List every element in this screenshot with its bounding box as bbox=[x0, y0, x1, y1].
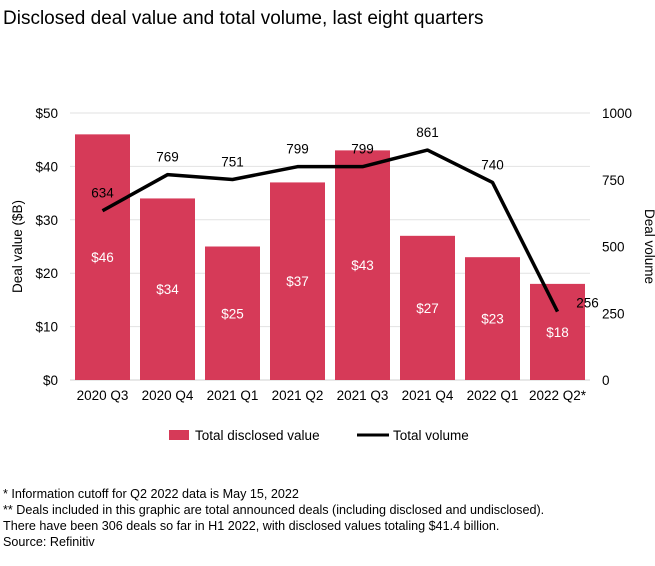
bar bbox=[335, 150, 390, 380]
bar-data-label: $25 bbox=[221, 306, 244, 321]
combo-chart: $0 $10 $20 $30 $40 $50 0 250 500 750 1000 Deal valu… bbox=[10, 106, 655, 443]
bar-data-label: $43 bbox=[351, 258, 374, 273]
bar bbox=[530, 283, 585, 380]
bar bbox=[140, 198, 195, 380]
y-tick-label: $30 bbox=[35, 213, 58, 228]
footnote: There have been 306 deals so far in H1 2… bbox=[3, 519, 500, 533]
y2-tick-label: 0 bbox=[602, 373, 610, 388]
y2-tick-label: 500 bbox=[602, 240, 625, 255]
x-tick-label: 2022 Q2* bbox=[529, 388, 587, 403]
bar bbox=[205, 246, 260, 380]
bar-data-label: $34 bbox=[156, 282, 179, 297]
x-tick-label: 2022 Q1 bbox=[467, 388, 519, 403]
bar bbox=[400, 235, 455, 380]
y-axis-label: Deal value ($B) bbox=[10, 200, 25, 293]
y-tick-label: $0 bbox=[43, 373, 58, 388]
x-tick-label: 2021 Q4 bbox=[402, 388, 454, 403]
footnotes: * Information cutoff for Q2 2022 data is… bbox=[3, 486, 544, 550]
volume-line bbox=[101, 148, 560, 313]
y-tick-label: $10 bbox=[35, 320, 58, 335]
line-data-label: 740 bbox=[481, 157, 504, 172]
bar bbox=[270, 182, 325, 380]
bar-data-label: $46 bbox=[91, 250, 114, 265]
source-note: Source: Refinitiv bbox=[3, 535, 95, 549]
line-data-label: 751 bbox=[221, 154, 244, 169]
line-data-label: 256 bbox=[576, 296, 599, 311]
legend-swatch-bar bbox=[169, 430, 189, 440]
footnote: * Information cutoff for Q2 2022 data is… bbox=[3, 487, 299, 501]
x-tick-label: 2020 Q3 bbox=[77, 388, 129, 403]
y-tick-label: $20 bbox=[35, 266, 58, 281]
line-data-label: 634 bbox=[91, 186, 114, 201]
legend-label: Total disclosed value bbox=[195, 428, 320, 443]
y2-axis-label: Deal volume bbox=[642, 209, 655, 284]
bar-data-label: $37 bbox=[286, 274, 309, 289]
x-tick-label: 2021 Q3 bbox=[337, 388, 389, 403]
chart-title: Disclosed deal value and total volume, l… bbox=[3, 8, 484, 29]
y-tick-label: $40 bbox=[35, 159, 58, 174]
legend-label: Total volume bbox=[393, 428, 469, 443]
line-data-label: 799 bbox=[351, 142, 374, 157]
line-data-label: 769 bbox=[156, 150, 179, 165]
footnote: ** Deals included in this graphic are to… bbox=[3, 503, 545, 517]
bar bbox=[75, 134, 130, 380]
bar bbox=[465, 257, 520, 380]
line-data-label: 861 bbox=[416, 125, 439, 140]
bar-data-label: $18 bbox=[546, 325, 569, 340]
x-tick-label: 2021 Q2 bbox=[272, 388, 324, 403]
bar-data-label: $23 bbox=[481, 312, 504, 327]
y2-tick-label: 1000 bbox=[602, 106, 632, 121]
y2-tick-label: 250 bbox=[602, 306, 625, 321]
line-data-label: 799 bbox=[286, 142, 309, 157]
x-tick-label: 2020 Q4 bbox=[142, 388, 194, 403]
y-tick-label: $50 bbox=[35, 106, 58, 121]
x-tick-label: 2021 Q1 bbox=[207, 388, 259, 403]
bar-data-label: $27 bbox=[416, 301, 439, 316]
y2-tick-label: 750 bbox=[602, 173, 625, 188]
